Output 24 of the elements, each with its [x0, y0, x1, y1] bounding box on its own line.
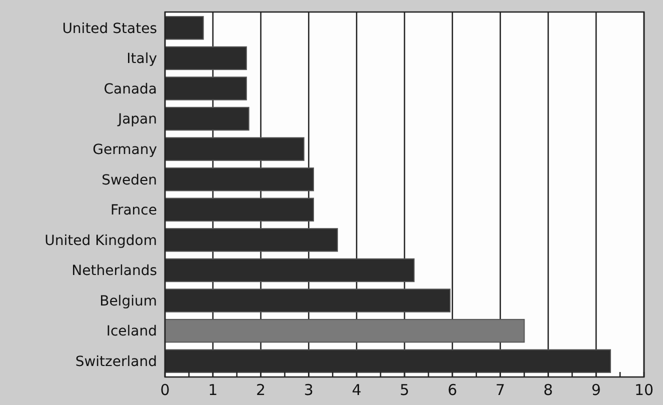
y-tick-label: Iceland — [106, 324, 157, 340]
y-tick-label: Japan — [116, 112, 157, 128]
y-tick-label: Sweden — [102, 172, 157, 188]
y-tick-label: Canada — [104, 81, 157, 98]
y-tick-label: Switzerland — [75, 354, 157, 370]
y-tick-label: Italy — [126, 51, 157, 68]
x-tick-label: 2 — [256, 381, 266, 399]
bar — [164, 318, 525, 343]
x-tick-label: 9 — [591, 381, 601, 399]
y-tick-label: Belgium — [100, 293, 157, 310]
x-tick-label: 5 — [400, 381, 410, 399]
x-tick-label: 0 — [160, 381, 170, 399]
x-tick-label: 3 — [304, 381, 314, 399]
y-tick-label: Netherlands — [72, 263, 157, 280]
x-tick-label: 10 — [634, 381, 654, 399]
x-tick-label: 6 — [448, 381, 458, 399]
y-tick-label: France — [110, 202, 157, 219]
y-tick-label: Germany — [92, 142, 157, 158]
x-tick-label: 1 — [208, 381, 218, 399]
x-tick-label: 4 — [352, 381, 362, 399]
y-tick-label: United States — [62, 20, 157, 37]
y-tick-label: United Kingdom — [44, 232, 157, 249]
x-tick-label: 7 — [496, 381, 506, 399]
x-tick-label: 8 — [543, 381, 553, 399]
